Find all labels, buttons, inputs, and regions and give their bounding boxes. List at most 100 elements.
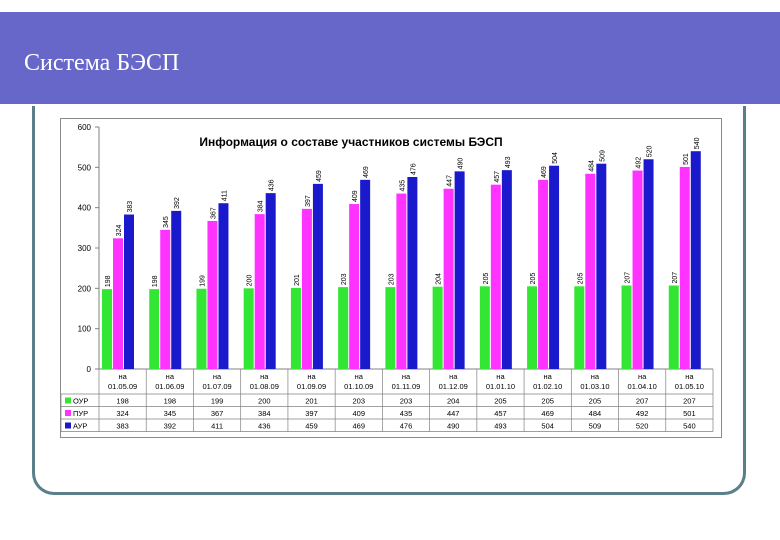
chart-title: Информация о составе участников системы …	[199, 135, 502, 149]
data-label: 504	[552, 152, 559, 164]
x-tick-label-line1: на	[544, 372, 553, 381]
table-cell: 504	[541, 422, 554, 431]
data-label: 469	[541, 166, 548, 178]
table-cell: 447	[447, 409, 460, 418]
table-cell: 205	[494, 397, 507, 406]
table-cell: 383	[116, 422, 129, 431]
data-label: 207	[672, 272, 679, 284]
data-label: 484	[588, 160, 595, 172]
table-cell: 207	[683, 397, 696, 406]
table-cell: 476	[400, 422, 413, 431]
data-label: 501	[683, 153, 690, 165]
table-cell: 457	[494, 409, 507, 418]
table-cell: 501	[683, 409, 696, 418]
table-cell: 490	[447, 422, 460, 431]
bar-ПУР-8	[443, 188, 454, 369]
table-cell: 201	[305, 397, 318, 406]
bar-ОУР-1	[102, 289, 112, 369]
bar-АУР-6	[360, 179, 371, 369]
y-tick-label: 600	[78, 123, 92, 132]
table-cell: 411	[211, 422, 223, 431]
table-cell: 204	[447, 397, 460, 406]
data-label: 384	[258, 200, 265, 212]
data-label: 204	[436, 273, 443, 285]
table-cell: 459	[305, 422, 318, 431]
data-label: 436	[269, 179, 276, 191]
y-tick-label: 200	[78, 284, 92, 293]
table-cell: 484	[589, 409, 602, 418]
x-tick-label-line1: на	[166, 372, 175, 381]
table-cell: 203	[353, 397, 366, 406]
table-cell: 540	[683, 422, 696, 431]
legend-label-ОУР: ОУР	[73, 397, 88, 406]
data-label: 435	[399, 180, 406, 192]
y-tick-label: 0	[87, 365, 92, 374]
data-label: 198	[105, 275, 112, 287]
x-tick-label-line2: 01.11.09	[392, 382, 421, 391]
legend-swatch-ПУР	[65, 410, 71, 416]
data-label: 200	[247, 275, 254, 287]
data-label: 397	[305, 195, 312, 207]
bar-АУР-7	[407, 177, 418, 369]
x-tick-label-line2: 01.10.09	[344, 382, 373, 391]
data-label: 520	[647, 145, 654, 157]
data-label: 490	[458, 158, 465, 170]
table-cell: 436	[258, 422, 271, 431]
bar-ОУР-4	[243, 288, 254, 369]
data-label: 409	[352, 190, 359, 202]
x-tick-label-line2: 01.05.10	[675, 382, 704, 391]
legend-swatch-АУР	[65, 422, 71, 429]
table-cell: 207	[636, 397, 649, 406]
bar-ОУР-8	[432, 286, 443, 369]
x-tick-label-line2: 01.01.10	[486, 382, 515, 391]
table-cell: 492	[636, 409, 649, 418]
bar-АУР-12	[643, 159, 654, 369]
data-label: 509	[599, 150, 606, 162]
bar-ОУР-7	[385, 287, 396, 369]
bar-ОУР-12	[621, 285, 632, 369]
content-panel-frame	[32, 106, 746, 495]
table-cell: 397	[305, 409, 318, 418]
table-cell: 520	[636, 422, 649, 431]
data-label: 457	[494, 171, 501, 183]
data-label: 205	[577, 273, 584, 285]
x-tick-label-line2: 01.09.09	[297, 382, 326, 391]
data-label: 383	[127, 201, 134, 213]
table-cell: 345	[164, 409, 177, 418]
x-tick-label-line2: 01.03.10	[580, 382, 609, 391]
table-cell: 198	[116, 397, 129, 406]
x-tick-label-line1: на	[355, 372, 364, 381]
table-cell: 367	[211, 409, 224, 418]
table-cell: 409	[353, 409, 366, 418]
bar-ОУР-11	[574, 286, 585, 369]
legend-label-АУР: АУР	[73, 422, 87, 431]
bar-ОУР-6	[338, 287, 349, 369]
table-cell: 198	[164, 397, 177, 406]
bar-АУР-4	[265, 193, 276, 369]
y-tick-label: 500	[78, 163, 92, 172]
data-label: 205	[483, 273, 490, 285]
bar-АУР-9	[501, 170, 512, 369]
bar-ПУР-4	[254, 214, 265, 369]
table-cell: 435	[400, 409, 413, 418]
x-tick-label-line2: 01.08.09	[250, 382, 279, 391]
bar-ОУР-5	[290, 287, 301, 369]
data-label: 392	[174, 197, 181, 209]
table-cell: 205	[589, 397, 602, 406]
data-label: 201	[294, 274, 301, 286]
data-label: 411	[221, 190, 228, 201]
data-label: 492	[636, 157, 643, 169]
data-label: 324	[116, 225, 123, 237]
bar-АУР-11	[596, 163, 607, 369]
x-tick-label-line1: на	[213, 372, 222, 381]
table-cell: 384	[258, 409, 271, 418]
bar-ОУР-10	[527, 286, 538, 369]
bar-ПУР-7	[396, 193, 407, 369]
table-cell: 509	[589, 422, 602, 431]
chart-area: Информация о составе участников системы …	[60, 118, 722, 438]
bar-ПУР-6	[349, 204, 360, 369]
x-tick-label-line1: на	[260, 372, 269, 381]
table-cell: 469	[353, 422, 366, 431]
bar-ПУР-2	[160, 229, 171, 369]
x-tick-label-line2: 01.02.10	[533, 382, 562, 391]
